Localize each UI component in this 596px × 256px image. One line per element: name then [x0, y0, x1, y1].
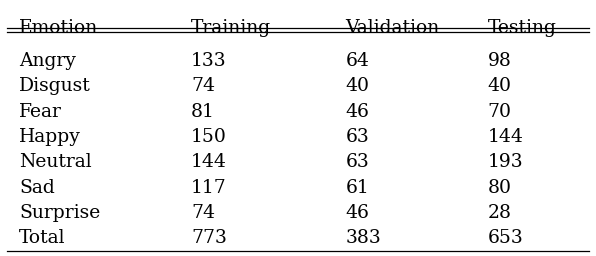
- Text: 46: 46: [346, 103, 370, 121]
- Text: Surprise: Surprise: [19, 204, 101, 222]
- Text: 193: 193: [488, 153, 523, 171]
- Text: 63: 63: [346, 153, 369, 171]
- Text: 74: 74: [191, 77, 215, 95]
- Text: Disgust: Disgust: [19, 77, 91, 95]
- Text: Happy: Happy: [19, 128, 81, 146]
- Text: Training: Training: [191, 19, 271, 37]
- Text: Emotion: Emotion: [19, 19, 98, 37]
- Text: Angry: Angry: [19, 52, 76, 70]
- Text: 773: 773: [191, 229, 227, 247]
- Text: Fear: Fear: [19, 103, 62, 121]
- Text: Validation: Validation: [346, 19, 440, 37]
- Text: 74: 74: [191, 204, 215, 222]
- Text: 383: 383: [346, 229, 381, 247]
- Text: 61: 61: [346, 179, 369, 197]
- Text: Neutral: Neutral: [19, 153, 92, 171]
- Text: Sad: Sad: [19, 179, 55, 197]
- Text: 63: 63: [346, 128, 369, 146]
- Text: 98: 98: [488, 52, 512, 70]
- Text: 64: 64: [346, 52, 370, 70]
- Text: 40: 40: [488, 77, 512, 95]
- Text: 144: 144: [488, 128, 524, 146]
- Text: 40: 40: [346, 77, 370, 95]
- Text: Testing: Testing: [488, 19, 557, 37]
- Text: 144: 144: [191, 153, 227, 171]
- Text: 28: 28: [488, 204, 512, 222]
- Text: 80: 80: [488, 179, 512, 197]
- Text: 150: 150: [191, 128, 227, 146]
- Text: 46: 46: [346, 204, 370, 222]
- Text: 70: 70: [488, 103, 512, 121]
- Text: Total: Total: [19, 229, 66, 247]
- Text: 81: 81: [191, 103, 215, 121]
- Text: 653: 653: [488, 229, 523, 247]
- Text: 117: 117: [191, 179, 227, 197]
- Text: 133: 133: [191, 52, 227, 70]
